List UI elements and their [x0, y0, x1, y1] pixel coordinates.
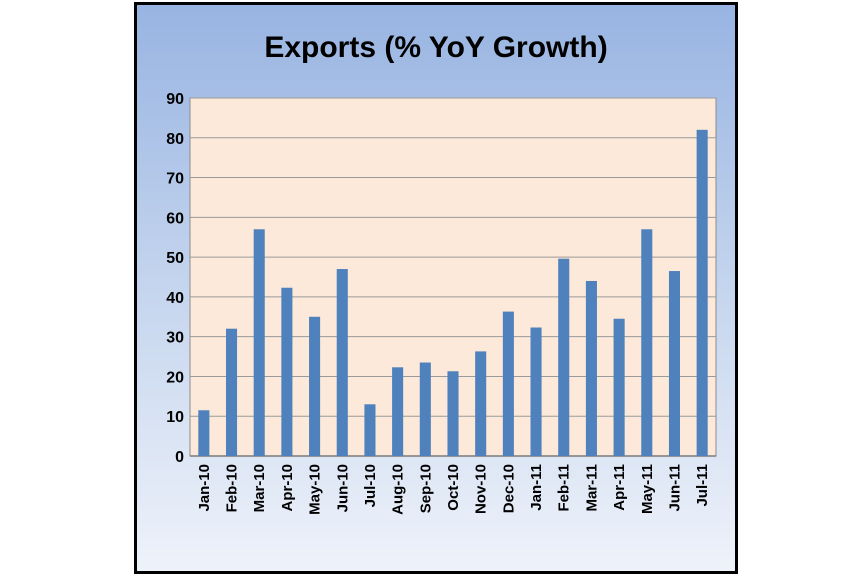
x-tick-label: Mar-11: [583, 464, 600, 512]
x-tick-label: Nov-10: [473, 464, 490, 514]
x-tick-label: Jul-10: [362, 464, 379, 507]
y-axis: 0 10 20 30 40 50 60 70 80 90: [166, 91, 184, 466]
y-tick-label: 50: [166, 250, 184, 267]
bar-dec-10: [502, 311, 514, 456]
bar-apr-11: [613, 318, 625, 456]
x-tick-label: Jun-10: [334, 464, 351, 512]
x-tick-label: Jan-10: [196, 464, 213, 512]
x-tick-label: Feb-11: [556, 464, 573, 512]
bar-mar-10: [253, 229, 265, 456]
bar-mar-11: [585, 280, 597, 456]
y-tick-label: 60: [166, 210, 184, 227]
x-tick-label: Dec-10: [500, 464, 517, 513]
x-tick-label: Apr-10: [279, 464, 296, 512]
x-axis: Jan-10 Feb-10 Mar-10 Apr-10 May-10 Jun-10 Jul-…: [196, 464, 711, 515]
bar-feb-10: [225, 328, 238, 456]
bar-jan-10: [198, 410, 210, 456]
y-tick-label: 20: [166, 369, 184, 386]
y-tick-label: 10: [166, 409, 184, 426]
bar-sep-10: [419, 362, 431, 456]
x-tick-label: Aug-10: [390, 464, 407, 515]
bar-oct-10: [447, 371, 459, 456]
x-tick-label: Mar-10: [251, 464, 268, 512]
bar-jan-11: [530, 327, 542, 456]
x-tick-label: Apr-11: [611, 464, 628, 511]
y-tick-label: 0: [175, 449, 184, 466]
y-tick-label: 30: [166, 330, 184, 347]
x-tick-label: Sep-10: [417, 464, 434, 513]
x-tick-label: Feb-10: [224, 464, 241, 512]
bar-may-11: [641, 229, 653, 456]
x-tick-label: Jul-11: [694, 464, 711, 507]
bar-apr-10: [281, 287, 293, 456]
bar-jun-11: [668, 271, 681, 456]
x-tick-label: Oct-10: [445, 464, 462, 511]
x-tick-label: May-10: [307, 464, 324, 515]
bars: [198, 129, 708, 457]
bar-may-10: [309, 316, 321, 456]
bar-jul-10: [364, 404, 376, 456]
bar-feb-11: [558, 258, 570, 456]
y-tick-label: 40: [166, 290, 184, 307]
y-tick-label: 80: [166, 131, 184, 148]
x-tick-label: May-11: [639, 464, 656, 514]
chart-title: Exports (% YoY Growth): [264, 31, 607, 64]
bar-nov-10: [475, 351, 487, 456]
x-tick-label: Jun-11: [666, 464, 683, 512]
y-tick-label: 90: [166, 91, 184, 108]
bar-jun-10: [336, 269, 348, 456]
y-tick-label: 70: [166, 171, 184, 188]
bar-aug-10: [392, 367, 404, 456]
x-tick-label: Jan-11: [528, 464, 545, 511]
chart-frame: Exports (% YoY Growth) 0 10 20 30 40 50 60 70 80…: [134, 2, 738, 574]
bar-jul-11: [696, 129, 708, 457]
chart: Exports (% YoY Growth) 0 10 20 30 40 50 60 70 80…: [166, 31, 717, 515]
